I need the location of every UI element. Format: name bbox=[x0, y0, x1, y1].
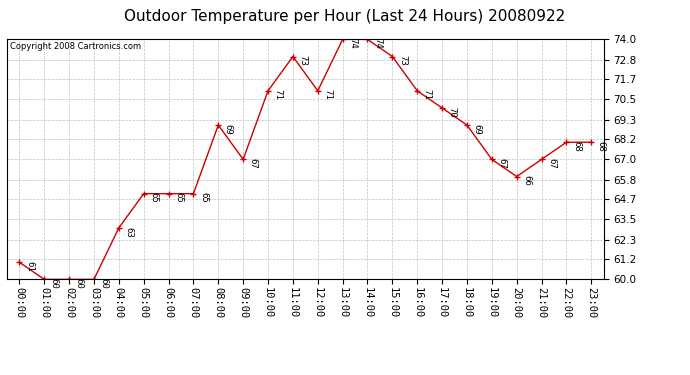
Text: Copyright 2008 Cartronics.com: Copyright 2008 Cartronics.com bbox=[10, 42, 141, 51]
Text: 68: 68 bbox=[597, 141, 606, 152]
Text: 71: 71 bbox=[423, 89, 432, 100]
Text: 63: 63 bbox=[124, 226, 133, 237]
Text: 69: 69 bbox=[224, 124, 233, 135]
Text: 67: 67 bbox=[248, 158, 257, 169]
Text: 67: 67 bbox=[547, 158, 556, 169]
Text: 70: 70 bbox=[448, 106, 457, 117]
Text: 71: 71 bbox=[324, 89, 333, 100]
Text: 71: 71 bbox=[273, 89, 283, 100]
Text: 73: 73 bbox=[398, 55, 407, 66]
Text: 60: 60 bbox=[75, 278, 83, 289]
Text: 60: 60 bbox=[50, 278, 59, 289]
Text: 60: 60 bbox=[99, 278, 108, 289]
Text: 65: 65 bbox=[174, 192, 183, 203]
Text: 69: 69 bbox=[473, 124, 482, 135]
Text: 74: 74 bbox=[348, 38, 357, 49]
Text: 68: 68 bbox=[572, 141, 581, 152]
Text: 74: 74 bbox=[373, 38, 382, 49]
Text: 67: 67 bbox=[497, 158, 506, 169]
Text: 65: 65 bbox=[149, 192, 158, 203]
Text: 65: 65 bbox=[199, 192, 208, 203]
Text: Outdoor Temperature per Hour (Last 24 Hours) 20080922: Outdoor Temperature per Hour (Last 24 Ho… bbox=[124, 9, 566, 24]
Text: 61: 61 bbox=[25, 261, 34, 272]
Text: 66: 66 bbox=[522, 175, 531, 186]
Text: 73: 73 bbox=[299, 55, 308, 66]
